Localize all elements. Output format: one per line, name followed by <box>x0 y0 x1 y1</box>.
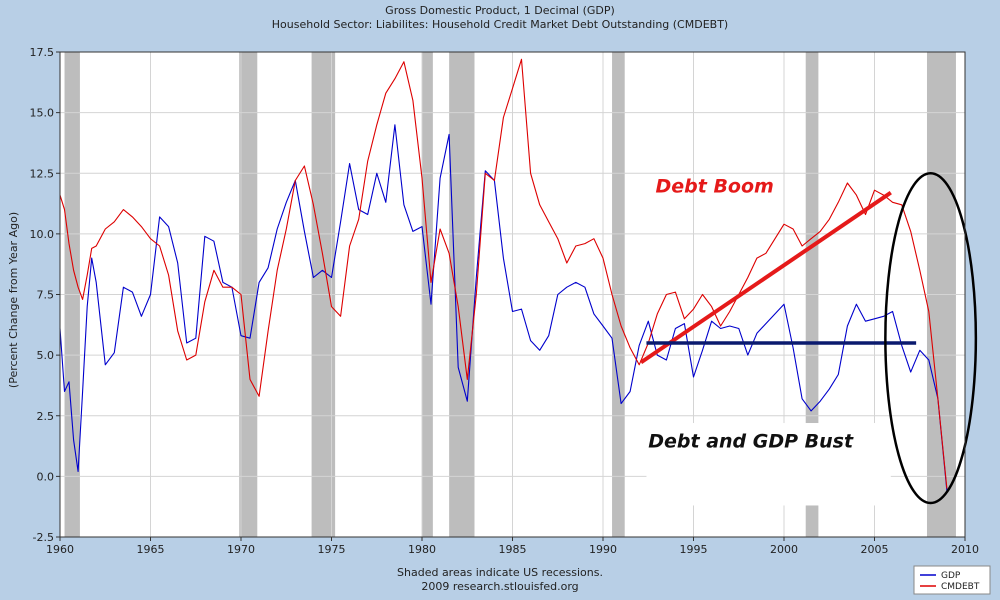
x-tick-label: 2010 <box>951 543 979 556</box>
y-tick-label: 15.0 <box>30 107 55 120</box>
legend-box <box>913 565 991 595</box>
y-tick-label: 5.0 <box>37 349 55 362</box>
chart-subtitle: Household Sector: Liabilites: Household … <box>271 18 729 31</box>
bust-ellipse <box>884 172 978 505</box>
series-line-gdp <box>59 124 948 491</box>
y-tick-label: 12.5 <box>30 167 55 180</box>
y-tick-label: 7.5 <box>37 289 55 302</box>
y-tick-label: 0.0 <box>37 470 55 483</box>
y-tick-label: 2.5 <box>37 410 55 423</box>
legend-label-gdp: GDP <box>941 571 961 581</box>
x-tick-label: 1965 <box>137 543 165 556</box>
series-line-cmdebt <box>59 58 948 489</box>
x-tick-label: 1960 <box>46 543 74 556</box>
series-lines <box>59 58 948 491</box>
chart-title: Gross Domestic Product, 1 Decimal (GDP) <box>385 4 615 17</box>
annotations-layer: Debt Boom Debt and GDP Bust <box>639 172 978 506</box>
y-axis-label: (Percent Change from Year Ago) <box>7 212 20 388</box>
x-tick-label: 1975 <box>318 543 346 556</box>
x-tick-label: 1970 <box>227 543 255 556</box>
y-tick-label: -2.5 <box>33 531 54 544</box>
x-tick-label: 2005 <box>861 543 889 556</box>
debt-boom-trend <box>639 190 892 365</box>
x-tick-label: 1980 <box>408 543 436 556</box>
legend-label-cmdebt: CMDEBT <box>941 582 980 592</box>
bust-label-background <box>646 423 891 506</box>
x-tick-label: 1985 <box>499 543 527 556</box>
annotation-bust: Debt and GDP Bust <box>648 430 854 452</box>
footer-note: Shaded areas indicate US recessions. <box>397 566 603 579</box>
x-tick-label: 1990 <box>589 543 617 556</box>
x-tick-label: 2000 <box>770 543 798 556</box>
footer-source: 2009 research.stlouisfed.org <box>421 580 579 593</box>
x-tick-label: 1995 <box>680 543 708 556</box>
y-tick-label: 10.0 <box>30 228 55 241</box>
annotation-debt-boom: Debt Boom <box>655 176 773 198</box>
y-tick-label: 17.5 <box>30 46 55 59</box>
